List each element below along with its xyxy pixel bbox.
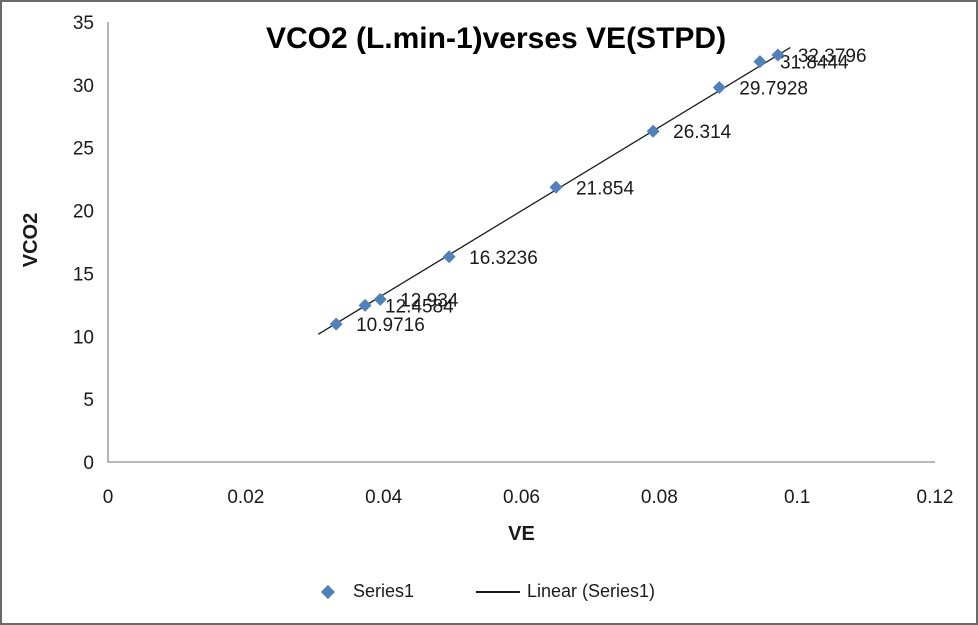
x-axis-title: VE [508, 523, 535, 545]
chart-title: VCO2 (L.min-1)verses VE(STPD) [265, 22, 727, 55]
data-point-label: 21.854 [576, 178, 635, 199]
axes-lines [107, 22, 935, 463]
legend: Series1 Linear (Series1) [320, 581, 656, 602]
data-point-label: 12.934 [400, 290, 459, 311]
y-tick-label: 25 [73, 139, 94, 160]
x-tick-label: 0.02 [227, 487, 264, 508]
legend-item-series1[interactable]: Series1 [320, 581, 414, 602]
data-point-label: 32.3796 [798, 46, 867, 67]
y-tick-label: 20 [73, 202, 94, 223]
x-tick-label: 0.08 [641, 487, 678, 508]
trendline-line-icon [475, 590, 520, 593]
x-tick-label: 0.1 [784, 487, 810, 508]
data-point[interactable] [442, 250, 456, 264]
data-point-label: 29.7928 [739, 78, 808, 99]
x-tick-label: 0 [103, 487, 114, 508]
data-point[interactable] [358, 298, 372, 312]
data-point[interactable] [771, 48, 785, 62]
x-tick-label: 0.04 [365, 487, 402, 508]
data-point-label: 16.3236 [469, 248, 538, 269]
y-tick-label: 0 [83, 453, 94, 474]
y-tick-label: 15 [73, 264, 94, 285]
data-point[interactable] [753, 55, 767, 69]
data-point[interactable] [549, 180, 563, 194]
data-point-label: 26.314 [673, 122, 732, 143]
data-point-label: 31.8444 [780, 53, 849, 74]
y-tick-label: 10 [73, 327, 94, 348]
x-tick-label: 0.12 [917, 487, 954, 508]
data-point-label: 10.9716 [356, 315, 425, 336]
y-tick-label: 35 [73, 13, 94, 34]
legend-item-trendline[interactable]: Linear (Series1) [475, 581, 656, 602]
data-point[interactable] [712, 80, 726, 94]
data-point-label: 12.4584 [385, 296, 454, 317]
data-point[interactable] [373, 292, 387, 306]
y-tick-label: 5 [83, 390, 94, 411]
series1-diamond-icon [320, 584, 336, 599]
data-point[interactable] [329, 317, 343, 331]
x-tick-label: 0.06 [503, 487, 540, 508]
y-tick-label: 30 [73, 76, 94, 97]
data-point[interactable] [646, 124, 660, 138]
legend-label-series1: Series1 [352, 581, 414, 601]
legend-label-trendline: Linear (Series1) [526, 581, 656, 601]
